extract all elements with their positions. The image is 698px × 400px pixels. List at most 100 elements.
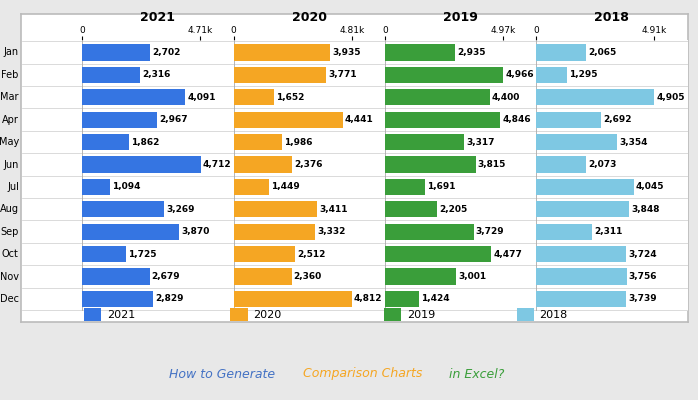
Text: 4,905: 4,905 — [656, 93, 685, 102]
Bar — [536, 201, 629, 217]
Bar — [536, 112, 601, 128]
Bar — [82, 156, 200, 172]
Text: 1,862: 1,862 — [131, 138, 160, 146]
Bar — [385, 112, 500, 128]
Text: 2,967: 2,967 — [159, 115, 188, 124]
Bar — [385, 134, 463, 150]
Text: 2020: 2020 — [253, 310, 281, 320]
Text: 1,725: 1,725 — [128, 250, 156, 258]
Bar — [234, 291, 352, 307]
Text: 2,376: 2,376 — [294, 160, 322, 169]
Bar — [82, 246, 126, 262]
Bar — [385, 67, 503, 83]
Text: 1,449: 1,449 — [272, 182, 300, 191]
Text: 1,094: 1,094 — [112, 182, 140, 191]
Title: 2021: 2021 — [140, 11, 175, 24]
Text: 4,441: 4,441 — [345, 115, 373, 124]
Bar — [385, 268, 456, 284]
Text: 2,512: 2,512 — [297, 250, 326, 258]
Text: 4,400: 4,400 — [491, 93, 520, 102]
Bar — [82, 268, 149, 284]
Bar — [536, 156, 586, 172]
Bar — [536, 246, 626, 262]
Bar — [234, 156, 292, 172]
Text: 3,354: 3,354 — [619, 138, 648, 146]
Bar — [234, 179, 269, 195]
Text: 3,724: 3,724 — [628, 250, 657, 258]
Bar — [82, 201, 164, 217]
Bar — [82, 112, 157, 128]
Text: 2019: 2019 — [407, 310, 435, 320]
Text: 1,424: 1,424 — [421, 294, 450, 303]
Bar — [82, 67, 140, 83]
Bar — [234, 67, 326, 83]
Bar — [536, 67, 567, 83]
Text: 3,756: 3,756 — [629, 272, 658, 281]
Bar — [385, 291, 419, 307]
Text: 3,935: 3,935 — [332, 48, 361, 57]
Text: How to Generate: How to Generate — [169, 368, 279, 380]
Bar — [536, 179, 634, 195]
Bar — [536, 268, 627, 284]
Bar — [385, 179, 425, 195]
Bar — [82, 179, 110, 195]
Text: 4,712: 4,712 — [202, 160, 231, 169]
Text: 4,966: 4,966 — [505, 70, 534, 79]
Bar — [536, 44, 586, 60]
Title: 2020: 2020 — [292, 11, 327, 24]
Bar — [234, 134, 283, 150]
Bar — [234, 44, 330, 60]
Bar — [385, 224, 474, 240]
Bar — [385, 44, 454, 60]
Text: 2,702: 2,702 — [152, 48, 181, 57]
Text: 2021: 2021 — [107, 310, 135, 320]
Text: 3,739: 3,739 — [628, 294, 657, 303]
Text: 2,311: 2,311 — [594, 227, 623, 236]
Text: 1,691: 1,691 — [427, 182, 456, 191]
Text: Comparison Charts: Comparison Charts — [303, 368, 422, 380]
Text: 3,771: 3,771 — [328, 70, 357, 79]
Bar — [234, 89, 274, 105]
Bar — [536, 89, 654, 105]
Text: 4,812: 4,812 — [354, 294, 383, 303]
Text: 3,848: 3,848 — [631, 205, 660, 214]
Bar — [82, 44, 150, 60]
Text: 2,692: 2,692 — [603, 115, 632, 124]
Bar — [234, 268, 292, 284]
Bar — [234, 246, 295, 262]
Text: 1,295: 1,295 — [570, 70, 598, 79]
Text: 1,652: 1,652 — [276, 93, 305, 102]
Text: 4,045: 4,045 — [636, 182, 664, 191]
Text: 2,360: 2,360 — [294, 272, 322, 281]
Text: 3,815: 3,815 — [477, 160, 506, 169]
Text: in Excel?: in Excel? — [445, 368, 505, 380]
Bar — [82, 291, 154, 307]
Bar — [234, 112, 343, 128]
Bar — [385, 89, 489, 105]
Bar — [234, 201, 318, 217]
Bar — [82, 134, 129, 150]
Bar — [82, 224, 179, 240]
Text: 2,935: 2,935 — [456, 48, 485, 57]
Title: 2018: 2018 — [595, 11, 630, 24]
Text: 2,065: 2,065 — [588, 48, 616, 57]
Bar — [536, 291, 626, 307]
Text: 2,205: 2,205 — [440, 205, 468, 214]
Bar — [385, 156, 475, 172]
Text: 3,870: 3,870 — [181, 227, 210, 236]
Text: 2,316: 2,316 — [142, 70, 171, 79]
Text: 3,411: 3,411 — [320, 205, 348, 214]
Text: 2,829: 2,829 — [156, 294, 184, 303]
Text: 1,986: 1,986 — [285, 138, 313, 146]
Title: 2019: 2019 — [443, 11, 478, 24]
Text: 3,269: 3,269 — [166, 205, 195, 214]
Bar — [385, 246, 491, 262]
Bar — [385, 201, 438, 217]
Text: 2018: 2018 — [540, 310, 567, 320]
Text: 2,679: 2,679 — [151, 272, 180, 281]
Text: 4,477: 4,477 — [493, 250, 522, 258]
Text: 4,091: 4,091 — [187, 93, 216, 102]
Text: 4,846: 4,846 — [503, 115, 531, 124]
Text: 3,332: 3,332 — [318, 227, 346, 236]
Bar — [536, 134, 617, 150]
